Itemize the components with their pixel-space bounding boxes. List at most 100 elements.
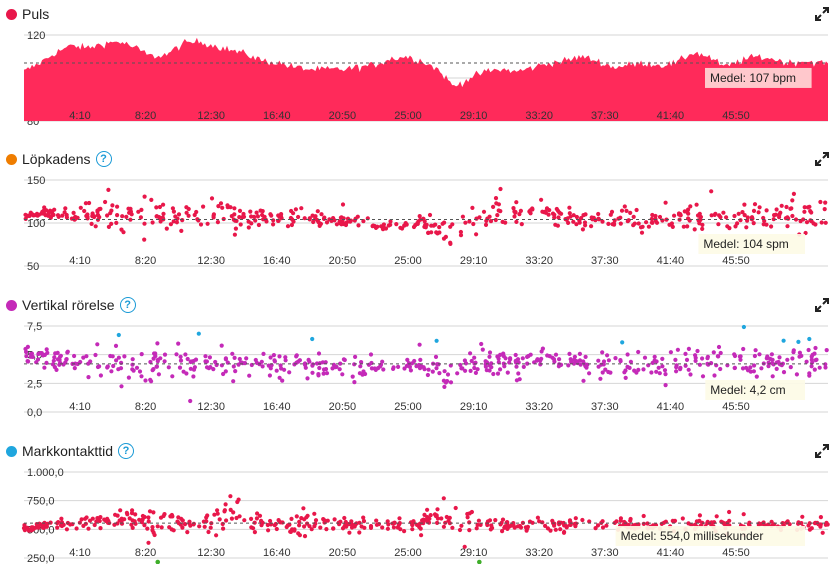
data-point xyxy=(809,210,814,215)
data-point xyxy=(548,528,553,533)
data-point xyxy=(790,213,795,219)
lopkadens-title: Löpkadens ? xyxy=(6,150,112,168)
data-point xyxy=(119,384,124,389)
data-point xyxy=(692,227,697,232)
data-point xyxy=(376,366,381,371)
x-tick-label: 45:50 xyxy=(722,547,750,559)
data-point xyxy=(777,355,782,360)
expand-icon[interactable] xyxy=(815,444,829,458)
data-point xyxy=(652,354,657,359)
data-point xyxy=(98,526,103,531)
data-point xyxy=(316,373,321,378)
data-point xyxy=(127,516,132,521)
data-point xyxy=(491,371,496,377)
data-point xyxy=(48,214,54,219)
data-point xyxy=(809,364,814,369)
data-point xyxy=(402,529,407,534)
data-point xyxy=(419,364,424,369)
data-point xyxy=(513,209,518,215)
data-point xyxy=(441,236,447,241)
data-point xyxy=(60,213,65,218)
data-point xyxy=(574,222,579,227)
data-point xyxy=(618,221,623,226)
data-point xyxy=(155,341,160,346)
data-point xyxy=(605,353,610,358)
data-point xyxy=(233,369,238,374)
data-point xyxy=(624,208,629,213)
data-point xyxy=(654,359,659,364)
data-point xyxy=(459,523,464,528)
data-point xyxy=(774,366,779,371)
data-point xyxy=(521,364,526,369)
data-point xyxy=(727,226,732,231)
data-point xyxy=(381,222,386,227)
data-point xyxy=(812,367,817,372)
data-point xyxy=(718,215,723,220)
x-tick-label: 45:50 xyxy=(722,255,750,267)
x-tick-label: 12:30 xyxy=(197,110,225,122)
expand-icon[interactable] xyxy=(815,298,829,312)
data-point xyxy=(233,226,238,231)
data-point xyxy=(645,521,650,526)
data-point xyxy=(143,378,148,383)
data-point xyxy=(323,360,328,365)
data-point xyxy=(242,518,247,523)
data-point xyxy=(471,221,476,227)
x-tick-label: 29:10 xyxy=(460,110,488,122)
data-point xyxy=(178,354,183,359)
data-point xyxy=(458,233,464,238)
data-point xyxy=(713,211,718,216)
x-tick-label: 33:20 xyxy=(525,110,553,122)
data-point xyxy=(785,357,790,362)
y-tick-label: 150 xyxy=(27,175,45,187)
data-point xyxy=(638,225,644,230)
data-point xyxy=(505,526,510,531)
data-point xyxy=(784,204,789,210)
help-icon[interactable]: ? xyxy=(95,151,112,167)
data-point xyxy=(426,367,431,372)
data-point xyxy=(659,521,664,526)
data-point xyxy=(513,352,518,358)
data-point xyxy=(769,224,774,229)
data-point xyxy=(171,209,176,214)
data-point xyxy=(50,362,56,367)
data-point xyxy=(784,520,789,525)
data-point xyxy=(147,509,153,514)
data-point xyxy=(718,366,723,372)
data-point xyxy=(818,199,823,205)
data-point xyxy=(683,351,688,356)
expand-icon[interactable] xyxy=(815,7,829,21)
data-point xyxy=(57,362,62,367)
data-point xyxy=(583,364,588,369)
help-icon[interactable]: ? xyxy=(119,297,136,313)
data-point xyxy=(505,370,510,375)
data-point xyxy=(751,208,757,213)
data-point xyxy=(581,359,586,364)
help-icon[interactable]: ? xyxy=(118,443,135,459)
data-point xyxy=(631,223,636,228)
data-point xyxy=(59,516,64,521)
data-point xyxy=(749,215,755,220)
data-point xyxy=(142,237,147,242)
data-point xyxy=(274,526,279,532)
data-point xyxy=(781,370,787,375)
data-point xyxy=(179,228,184,233)
data-point xyxy=(567,351,572,356)
data-point xyxy=(93,352,98,358)
data-point xyxy=(268,355,273,360)
data-point xyxy=(137,369,143,374)
data-point xyxy=(518,525,524,530)
data-point xyxy=(166,365,171,370)
data-point xyxy=(450,525,455,530)
data-point xyxy=(29,351,34,356)
data-point xyxy=(503,356,508,361)
data-point xyxy=(334,222,339,227)
data-point xyxy=(600,370,605,375)
expand-icon[interactable] xyxy=(815,152,829,166)
data-point xyxy=(142,194,147,199)
data-point xyxy=(539,197,544,202)
data-point xyxy=(56,520,61,525)
data-point xyxy=(79,517,84,522)
data-point xyxy=(600,525,606,530)
data-point xyxy=(419,533,424,538)
